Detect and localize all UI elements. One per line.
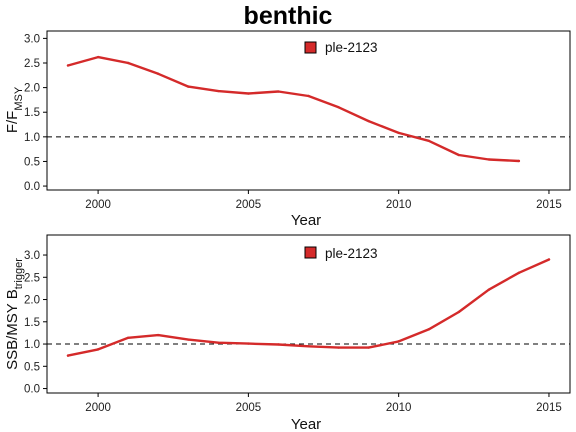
panel-bottom-x-axis-label: Year xyxy=(291,416,321,432)
panel-top-data-point xyxy=(517,159,521,163)
chart-title: benthic xyxy=(244,2,333,30)
panel-top-y-axis-label-sub: MSY xyxy=(13,86,25,111)
panel-bottom-series-line xyxy=(66,258,551,357)
panel-top-data-point xyxy=(96,55,100,59)
panel-top-y-axis-label: F/FMSY xyxy=(4,86,25,133)
panel-top-data-point xyxy=(337,106,340,109)
panel-top-data-point xyxy=(66,64,70,67)
panel-bottom-data-point xyxy=(247,342,250,345)
panel-top-legend-swatch xyxy=(304,41,317,54)
panel-bottom-y-axis-label: SSB/MSY Btrigger xyxy=(4,258,25,370)
panel-top-data-point xyxy=(277,90,280,93)
panel-bottom-data-point xyxy=(187,338,190,341)
panel-top-data-point xyxy=(487,158,491,161)
panel-bottom-data-point xyxy=(457,310,460,314)
panel-top-x-tick-label: 2005 xyxy=(236,199,262,211)
panel-bottom-x-tick-label: 2000 xyxy=(85,402,111,414)
panel-bottom-data-point xyxy=(126,336,130,340)
panel-top-frame xyxy=(46,30,571,191)
panel-bottom-data-point xyxy=(367,346,370,349)
panel-bottom-x-tick-label: 2010 xyxy=(386,402,412,414)
panel-bottom-legend-swatch xyxy=(304,246,317,259)
panel-bottom: 0.0 0.5 1.0 1.5 2.0 2.5 3.0 2000 2005 2010 2015 p… xyxy=(4,234,571,432)
panel-bottom-y-tick-label: 0.0 xyxy=(24,384,40,396)
panel-bottom-y-axis-label-main: SSB/MSY B xyxy=(4,289,21,370)
panel-top-y-tick-label: 2.5 xyxy=(24,58,40,70)
panel-bottom-data-point xyxy=(66,354,70,357)
panel-top-data-point xyxy=(247,92,250,95)
panel-top-y-tick-label: 3.0 xyxy=(24,33,40,45)
panel-top-series-line xyxy=(66,55,521,163)
panel-bottom-y-tick-label: 2.5 xyxy=(24,272,40,284)
panel-bottom-data-point xyxy=(487,288,491,291)
panel-bottom-x-tick-label: 2015 xyxy=(536,402,562,414)
panel-top-data-point xyxy=(126,61,130,65)
panel-bottom-frame xyxy=(46,234,571,394)
panel-top-y-tick-label: 2.0 xyxy=(24,83,40,95)
panel-top-data-point xyxy=(217,89,220,93)
panel-top-data-point xyxy=(457,153,460,157)
panel-bottom-data-point xyxy=(277,343,280,346)
panel-bottom-data-point xyxy=(547,258,551,261)
panel-top-data-point xyxy=(367,119,370,123)
panel-bottom-data-point xyxy=(337,346,340,349)
panel-top-x-tick-label: 2015 xyxy=(536,199,562,211)
panel-bottom-y-tick-label: 2.0 xyxy=(24,295,40,307)
panel-top-y-tick-label: 0.0 xyxy=(24,181,40,193)
panel-top-legend-label: ple-2123 xyxy=(325,40,378,55)
panel-bottom-data-point xyxy=(96,348,100,351)
panel-top-data-point xyxy=(397,131,400,135)
panel-top-y-tick-label: 0.5 xyxy=(24,156,40,168)
panel-top: 0.0 0.5 1.0 1.5 2.0 2.5 3.0 2000 2005 2010 2015 p… xyxy=(4,30,571,229)
panel-top-y-tick-label: 1.5 xyxy=(24,107,40,119)
panel-top-y-axis-label-main: F/F xyxy=(4,111,21,134)
panel-bottom-x-tick-label: 2005 xyxy=(236,402,262,414)
panel-bottom-data-point xyxy=(157,333,160,337)
panel-bottom-y-tick-label: 3.0 xyxy=(24,250,40,262)
panel-top-x-tick-label: 2010 xyxy=(386,199,412,211)
panel-bottom-data-point xyxy=(217,341,220,344)
panel-top-data-point xyxy=(187,85,190,88)
panel-top-x-axis-label: Year xyxy=(291,212,321,229)
panel-bottom-y-axis-label-sub: trigger xyxy=(13,258,25,290)
panel-bottom-data-point xyxy=(307,345,310,348)
panel-bottom-y-tick-label: 0.5 xyxy=(24,361,40,373)
panel-bottom-y-tick-label: 1.0 xyxy=(24,339,40,351)
panel-bottom-data-point xyxy=(517,271,521,275)
panel-bottom-data-point xyxy=(397,340,400,343)
panel-top-x-tick-label: 2000 xyxy=(85,199,111,211)
panel-top-data-point xyxy=(157,72,160,76)
panel-top-data-point xyxy=(307,94,310,98)
panel-bottom-y-tick-label: 1.5 xyxy=(24,317,40,329)
panel-bottom-data-point xyxy=(427,328,430,331)
panel-top-data-point xyxy=(427,139,430,142)
panel-bottom-legend-label: ple-2123 xyxy=(325,246,378,261)
panel-top-y-tick-label: 1.0 xyxy=(24,132,40,144)
